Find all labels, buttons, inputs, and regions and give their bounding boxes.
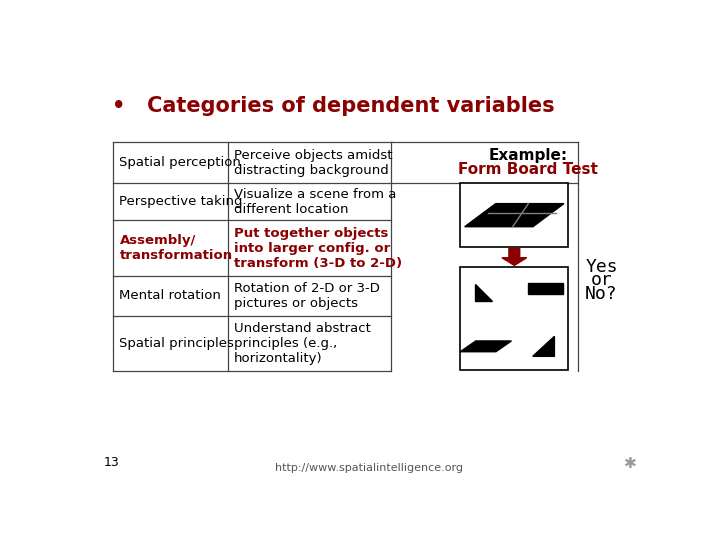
Text: Put together objects
into larger config. or
transform (3-D to 2-D): Put together objects into larger config.… <box>234 227 402 269</box>
Text: Form Board Test: Form Board Test <box>458 162 598 177</box>
Bar <box>528 284 562 294</box>
Text: Spatial principles: Spatial principles <box>120 337 234 350</box>
Text: http://www.spatialintelligence.org: http://www.spatialintelligence.org <box>275 463 463 473</box>
Text: Spatial perception: Spatial perception <box>120 156 241 169</box>
Polygon shape <box>460 341 511 352</box>
Text: ✱: ✱ <box>624 456 636 471</box>
Text: Perspective taking: Perspective taking <box>120 195 243 208</box>
Text: Rotation of 2-D or 3-D
pictures or objects: Rotation of 2-D or 3-D pictures or objec… <box>234 282 380 310</box>
FancyBboxPatch shape <box>461 184 568 247</box>
Text: Visualize a scene from a
different location: Visualize a scene from a different locat… <box>234 188 397 216</box>
Text: 13: 13 <box>104 456 120 469</box>
Text: Mental rotation: Mental rotation <box>120 289 221 302</box>
Text: Example:: Example: <box>488 148 567 163</box>
Text: •   Categories of dependent variables: • Categories of dependent variables <box>112 96 554 116</box>
Text: Assembly/
transformation: Assembly/ transformation <box>120 234 233 262</box>
Polygon shape <box>464 204 564 227</box>
Text: Understand abstract
principles (e.g.,
horizontality): Understand abstract principles (e.g., ho… <box>234 322 371 365</box>
Text: No?: No? <box>585 285 618 303</box>
Polygon shape <box>475 284 492 301</box>
Polygon shape <box>502 248 527 266</box>
Polygon shape <box>533 336 554 356</box>
Text: or: or <box>590 272 613 289</box>
FancyBboxPatch shape <box>461 267 568 370</box>
Text: Perceive objects amidst
distracting background: Perceive objects amidst distracting back… <box>234 148 392 177</box>
Text: Yes: Yes <box>585 258 618 275</box>
